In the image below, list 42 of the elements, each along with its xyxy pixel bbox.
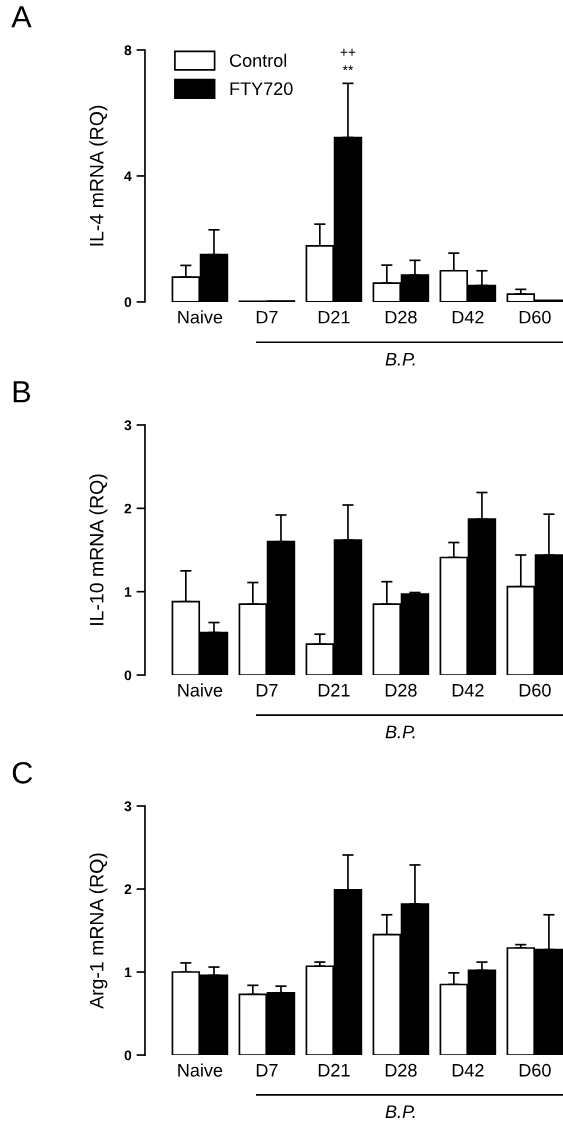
y-tick-label: 1: [124, 967, 132, 978]
chart-title: A: [11, 6, 32, 28]
y-axis-title: Arg-1 mRNA (RQ): [89, 853, 108, 1009]
x-tick-label: D60: [519, 1063, 551, 1077]
x-tick-label: Naive: [178, 310, 223, 324]
annotation: **: [342, 65, 354, 71]
x-tick-label: D42: [452, 683, 484, 697]
text: B.P.: [385, 725, 415, 739]
y-tick-label: 8: [124, 45, 132, 56]
y-tick-label: 0: [124, 670, 132, 681]
x-tick-label: D42: [452, 1063, 484, 1077]
x-tick-label: D21: [318, 1063, 350, 1077]
y-axis-title: IL-10 mRNA (RQ): [89, 474, 108, 625]
x-tick-label: D42: [452, 310, 484, 324]
x-tick-label: D7: [256, 684, 278, 697]
x-tick-label: D7: [256, 1064, 278, 1077]
y-tick-label: 3: [124, 801, 132, 812]
x-tick-label: Naive: [178, 683, 223, 697]
x-tick-label: D21: [318, 310, 350, 324]
x-tick-label: D7: [256, 310, 278, 324]
x-tick-label: D28: [385, 310, 417, 324]
x-tick-label: Naive: [178, 1063, 223, 1077]
x-tick-label: D28: [385, 683, 417, 697]
y-tick-label: 2: [124, 503, 132, 514]
legend-label: Control: [229, 53, 287, 67]
x-tick-label: D28: [385, 1063, 417, 1077]
x-tick-label: D60: [519, 310, 551, 324]
legend-label: FTY720: [230, 82, 293, 96]
annotation: ++: [340, 48, 356, 56]
chart-title: C: [12, 761, 33, 784]
text: B.P.: [385, 1105, 415, 1118]
y-tick-label: 0: [124, 297, 132, 308]
text: B.P.: [385, 353, 415, 366]
x-tick-label: D60: [519, 683, 551, 697]
y-axis-title: IL-4 mRNA (RQ): [89, 105, 108, 246]
y-tick-label: 2: [124, 884, 132, 895]
y-tick-label: 3: [124, 420, 132, 431]
y-tick-label: 0: [124, 1050, 132, 1061]
y-tick-label: 1: [124, 587, 132, 597]
y-tick-label: 4: [124, 171, 132, 181]
chart-title: B: [13, 381, 31, 403]
x-tick-label: D21: [318, 683, 350, 697]
